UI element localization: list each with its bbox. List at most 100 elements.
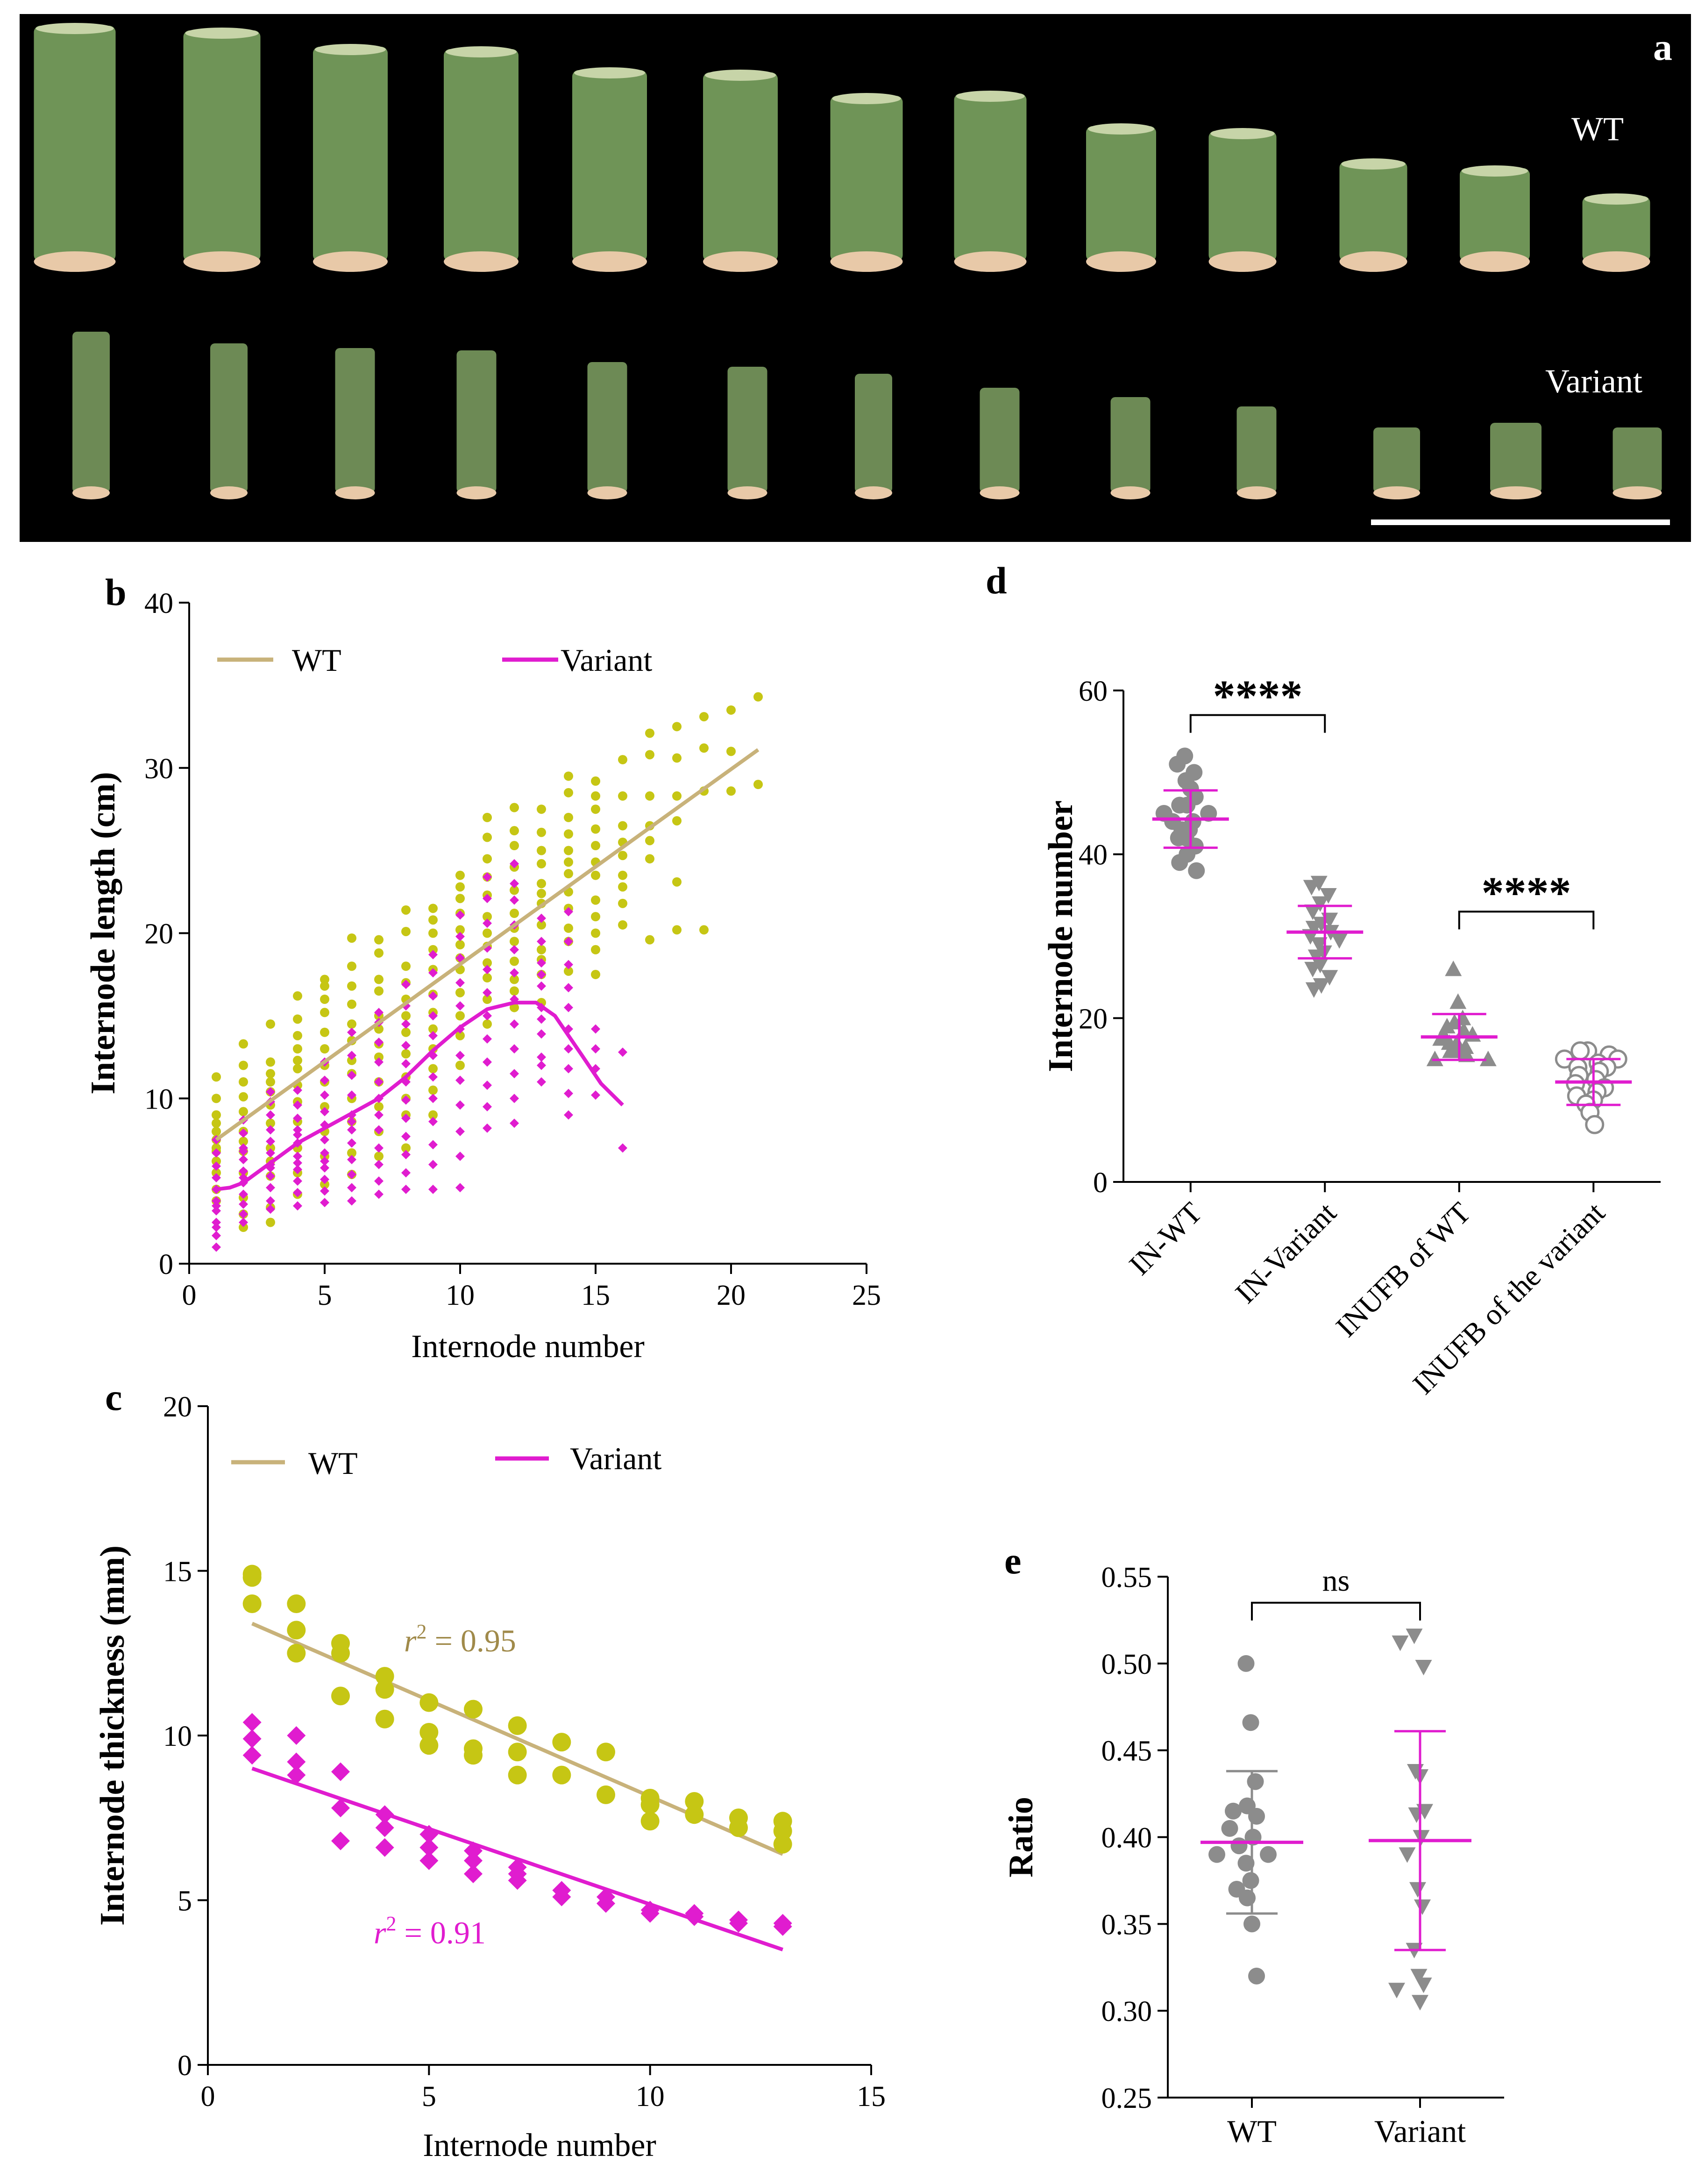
variant-thickness-point xyxy=(464,1851,483,1870)
panel-a-letter: a xyxy=(1653,26,1672,68)
wt-culm-top xyxy=(1088,123,1154,135)
wt-thickness-point xyxy=(597,1743,615,1762)
IN-WT-point xyxy=(1171,854,1188,871)
x-tick-label: 15 xyxy=(581,1280,610,1311)
panel-e-chart: e 0.25 0.30 0.35 0.40 0.45 0.50 0.55 WT Variant R… xyxy=(1002,1539,1504,2149)
wt-length-point xyxy=(510,937,519,946)
IN-Variant-point xyxy=(1331,933,1348,949)
variant-thickness-point xyxy=(464,1841,483,1860)
variant-culm-body xyxy=(587,362,627,493)
variant-length-point xyxy=(428,1072,438,1082)
panel-b-points xyxy=(212,692,763,1252)
wt-length-point xyxy=(672,925,682,935)
wt-culm-ring xyxy=(954,251,1027,272)
wt-length-point xyxy=(428,1110,438,1120)
variant-fit-curve xyxy=(216,1001,624,1191)
variant-length-point xyxy=(591,1044,600,1054)
wt-culm-top xyxy=(574,67,645,78)
r2-variant-value: = 0.91 xyxy=(396,1915,485,1950)
variant-culm-ring xyxy=(855,486,892,499)
variant-length-point xyxy=(374,1125,384,1135)
x-axis-label: Internode number xyxy=(423,2127,656,2163)
WT-point xyxy=(1248,1967,1265,1985)
wt-thickness-point xyxy=(331,1643,350,1663)
r2-variant-r: r xyxy=(374,1915,386,1950)
wt-length-point xyxy=(510,803,519,812)
wt-thickness-point xyxy=(773,1821,792,1841)
variant-length-point xyxy=(212,1161,221,1171)
x-tick-label: 20 xyxy=(717,1280,746,1311)
panel-c-letter: c xyxy=(105,1376,122,1418)
wt-length-point xyxy=(401,905,411,915)
y-tick-label: 15 xyxy=(163,1556,192,1588)
wt-culm-body xyxy=(1339,161,1407,262)
variant-length-point xyxy=(347,1183,356,1193)
variant-length-point xyxy=(483,1080,492,1090)
r2-wt-sup: 2 xyxy=(416,1620,426,1643)
wt-thickness-point xyxy=(640,1812,660,1831)
WT-point xyxy=(1237,1655,1255,1672)
variant-thickness-point xyxy=(287,1726,306,1745)
variant-length-point xyxy=(374,1176,384,1186)
wt-length-point xyxy=(293,991,302,1001)
wt-fit-line xyxy=(251,1622,784,1856)
variant-length-point xyxy=(212,1173,221,1183)
variant-length-point xyxy=(483,988,492,997)
panel-d-points xyxy=(1155,747,1627,1134)
wt-fit-line xyxy=(215,748,760,1141)
wt-length-point xyxy=(699,743,709,753)
variant-length-point xyxy=(618,1143,627,1153)
wt-length-point xyxy=(212,1110,221,1120)
variant-length-point xyxy=(320,1075,329,1085)
wt-length-point xyxy=(591,945,600,954)
wt-thickness-point xyxy=(419,1722,439,1742)
variant-length-point xyxy=(537,969,546,979)
panel-c-axes: 0 5 10 15 20 0 5 10 15 Internode number Internode … xyxy=(93,1391,886,2163)
wt-thickness-point xyxy=(685,1792,704,1811)
variant-length-point xyxy=(401,1150,411,1160)
variant-thickness-point xyxy=(331,1831,350,1850)
variant-length-point xyxy=(401,1184,411,1194)
variant-length-point xyxy=(374,1143,384,1153)
variant-length-point xyxy=(374,1057,384,1067)
WT-point xyxy=(1239,1889,1256,1907)
wt-culm-ring xyxy=(1339,251,1407,272)
variant-length-point xyxy=(401,980,411,989)
variant-length-point xyxy=(455,1183,465,1193)
variant-length-point xyxy=(401,1095,411,1105)
variant-culm-ring xyxy=(335,486,375,499)
wt-length-point xyxy=(212,1094,221,1103)
wt-culm-top xyxy=(1210,128,1275,139)
variant-length-point xyxy=(239,1199,248,1209)
variant-thickness-point xyxy=(287,1765,306,1785)
wt-length-point xyxy=(591,928,600,938)
wt-culm-body xyxy=(1460,168,1530,262)
wt-length-point xyxy=(428,945,438,954)
wt-length-point xyxy=(455,988,465,997)
wt-length-point xyxy=(347,999,356,1009)
variant-length-point xyxy=(347,1070,356,1080)
wt-length-point xyxy=(293,1055,302,1065)
variant-length-point xyxy=(320,1186,329,1196)
culm-group xyxy=(34,23,1662,499)
wt-length-point xyxy=(591,895,600,905)
wt-length-point xyxy=(428,928,438,938)
wt-length-point xyxy=(537,846,546,855)
variant-length-point xyxy=(455,1051,465,1060)
variant-thickness-point xyxy=(331,1799,350,1818)
Variant-point xyxy=(1392,1635,1409,1651)
wt-length-point xyxy=(212,1127,221,1136)
wt-length-point xyxy=(483,928,492,938)
WT-point xyxy=(1260,1846,1277,1863)
wt-length-point xyxy=(320,981,329,991)
variant-culm-ring xyxy=(980,486,1020,499)
variant-length-point xyxy=(483,1102,492,1111)
wt-culm-top xyxy=(956,91,1025,102)
wt-length-point xyxy=(645,728,654,738)
wt-length-point xyxy=(455,1011,465,1021)
wt-thickness-point xyxy=(242,1594,262,1613)
variant-thickness-point xyxy=(640,1904,660,1923)
r2-wt-r: r xyxy=(404,1623,417,1658)
variant-culm-ring xyxy=(727,486,767,499)
wt-length-point xyxy=(699,712,709,722)
